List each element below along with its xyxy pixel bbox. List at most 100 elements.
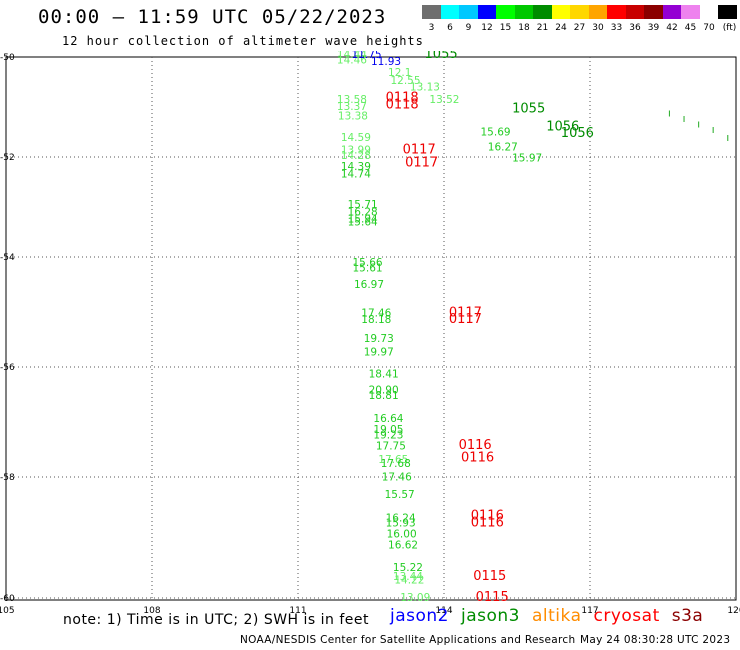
swh-value-label: 11.93	[371, 56, 401, 68]
swh-value-label: 15.69	[481, 127, 511, 139]
swh-value-label: 16.64	[373, 413, 403, 425]
legend-entry-jason3: jason3	[461, 606, 520, 626]
footer-timestamp: May 24 08:30:28 UTC 2023	[580, 634, 731, 646]
colorbar-label: 42	[666, 23, 678, 33]
swh-value-label: 13.58	[337, 94, 367, 106]
colorbar-swatch	[422, 5, 441, 19]
y-tick-label: -56	[0, 363, 15, 373]
swh-value-label: 16.24	[386, 512, 416, 524]
colorbar-swatch	[699, 5, 719, 19]
colorbar-label: 12	[481, 23, 493, 33]
colorbar-label: 70	[703, 23, 715, 33]
swh-value-label: 17.46	[382, 472, 412, 484]
colorbar-swatch	[588, 5, 608, 19]
colorbar-label: 21	[536, 23, 549, 33]
x-tick-label: 111	[289, 606, 306, 616]
pass-id-label: 0117	[403, 143, 436, 158]
swh-value-label: 15.71	[348, 199, 378, 211]
swh-value-label: 18.81	[369, 390, 399, 402]
colorbar-swatch	[496, 5, 515, 19]
track-marker: ı	[726, 131, 729, 144]
colorbar-label: 24	[555, 23, 567, 33]
swh-value-label: 16.97	[354, 279, 384, 291]
swh-value-label: 14.44	[337, 49, 367, 61]
satellite-legend: jason2 jason3 altika cryosat s3a	[390, 606, 715, 626]
swh-value-label: 13.09	[400, 592, 430, 604]
swh-value-label: 15.93	[386, 518, 416, 530]
pass-id-label: 0115	[476, 590, 509, 605]
pass-id-label: 0116	[459, 438, 492, 453]
swh-value-label: 19.73	[364, 333, 394, 345]
colorbar-label: 6	[447, 23, 453, 33]
colorbar-swatch	[459, 5, 478, 19]
y-tick-label: -58	[0, 473, 15, 483]
pass-id-label: 0116	[471, 516, 504, 531]
y-tick-label: -52	[0, 153, 15, 163]
pass-id-label: 0118	[386, 98, 419, 113]
pass-id-label: 0117	[449, 306, 482, 321]
colorbar-label: 18	[518, 23, 530, 33]
pass-id-label: 1056	[561, 126, 594, 141]
colorbar-swatch	[477, 5, 497, 19]
pass-id-label: 0117	[405, 156, 438, 171]
swh-value-label: 14.28	[341, 150, 371, 162]
swh-value-label: 14.59	[341, 132, 371, 144]
track-labels: ıııııııııııııııııııııııııııııııı14.4414.…	[337, 47, 729, 605]
legend-entry-jason2: jason2	[390, 606, 449, 626]
swh-value-label: 16.27	[488, 141, 518, 153]
swh-value-label: 12.1	[388, 67, 411, 79]
swh-value-label: 15.57	[385, 489, 415, 501]
swh-value-label: 13.37	[337, 101, 367, 113]
pass-id-label: 0116	[461, 451, 494, 466]
swh-value-label: 13.52	[429, 94, 459, 106]
swh-value-label: 17.68	[381, 458, 411, 470]
pass-id-label: 0116	[471, 509, 504, 524]
y-tick-label: -60	[0, 594, 15, 604]
swh-value-label: 13.13	[410, 82, 440, 94]
x-tick-label: 108	[143, 606, 160, 616]
track-marker: ı	[697, 118, 700, 131]
colorbar-label: (ft)	[722, 23, 737, 33]
swh-value-label: 17.46	[361, 308, 391, 320]
swh-value-label: 17.75	[376, 441, 406, 453]
swh-value-label: 15.22	[393, 562, 423, 574]
x-tick-label: 120	[727, 606, 740, 616]
colorbar-label: 15	[499, 23, 512, 33]
colorbar-swatch	[514, 5, 534, 19]
colorbar-label: 36	[629, 23, 641, 33]
footer-note: note: 1) Time is in UTC; 2) SWH is in fe…	[63, 612, 370, 628]
swh-value-label: 19.23	[373, 430, 403, 442]
colorbar-label: 9	[465, 23, 472, 33]
swh-value-label: 18.41	[369, 368, 399, 380]
colorbar-label: 27	[573, 23, 586, 33]
pass-id-label: 1055	[512, 101, 545, 116]
colorbar-label: 33	[610, 23, 623, 33]
x-tick-label: 117	[581, 606, 598, 616]
y-tick-label: -54	[0, 253, 15, 263]
colorbar-swatch	[718, 5, 737, 19]
swh-value-label: 20.90	[369, 385, 399, 397]
colorbar-label: 39	[647, 23, 660, 33]
swh-value-label: 15.66	[353, 257, 383, 269]
pass-id-label: 1056	[546, 119, 579, 134]
swh-value-label: 14.74	[341, 169, 371, 181]
swh-value-label: 19.05	[373, 424, 403, 436]
colorbar-swatch	[607, 5, 626, 19]
colorbar-swatch	[440, 5, 460, 19]
colorbar-swatch	[570, 5, 589, 19]
pass-id-label: 1055	[425, 47, 458, 62]
footer-credit: NOAA/NESDIS Center for Satellite Applica…	[240, 634, 576, 646]
swh-value-label: 14.22	[394, 575, 424, 587]
swh-value-label: 13.99	[341, 145, 371, 157]
legend-entry-s3a: s3a	[671, 606, 704, 626]
track-marker: ı	[682, 112, 685, 125]
colorbar-label: 30	[592, 23, 604, 33]
track-marker: ı	[712, 123, 715, 136]
swh-value-label: 16.28	[348, 207, 378, 219]
chart-subtitle: 12 hour collection of altimeter wave hei…	[62, 34, 424, 48]
pass-id-label: 0115	[473, 569, 506, 584]
swh-value-label: 19.97	[364, 347, 394, 359]
colorbar-swatch	[533, 5, 552, 19]
swh-value-label: 12.55	[390, 75, 420, 87]
